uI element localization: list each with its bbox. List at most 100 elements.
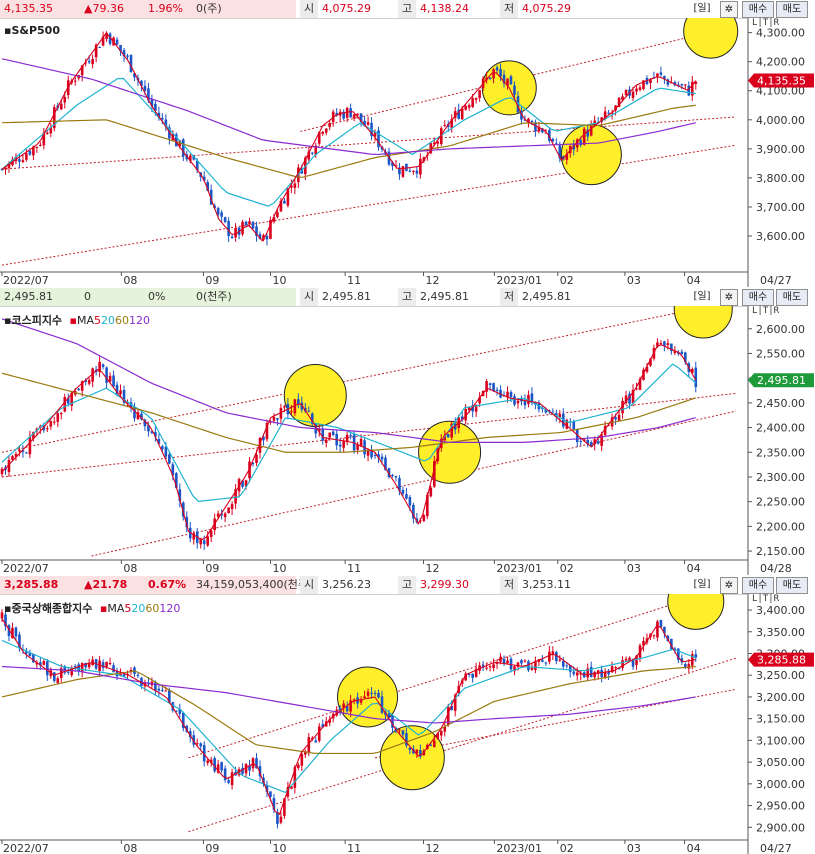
candle-body: [436, 141, 440, 144]
period-button[interactable]: [일]: [693, 291, 711, 302]
candle-body: [35, 662, 39, 665]
x-tick-label: 11: [347, 274, 361, 287]
candle-body: [164, 119, 168, 127]
scale-toggle[interactable]: L|T|R: [752, 594, 780, 604]
candle-body: [300, 753, 304, 766]
y-tick-label: 2,250.00: [756, 496, 805, 509]
candle-body: [119, 44, 122, 52]
ma120-line: [1, 58, 696, 156]
candle-body: [234, 227, 237, 238]
candle-body: [589, 666, 593, 678]
candle-body: [108, 663, 112, 665]
candle-body: [7, 162, 11, 169]
candle-body: [558, 414, 562, 418]
quote-pct: 1.96%: [148, 2, 183, 15]
settings-gear-icon[interactable]: ✲: [720, 1, 738, 18]
candle-body: [603, 111, 607, 118]
x-tick-label: 03: [627, 274, 641, 287]
candle-body: [178, 708, 182, 714]
x-tick-label: 11: [347, 562, 361, 575]
candle-body: [687, 663, 691, 669]
quote-high-label: 고: [398, 0, 416, 18]
candle-body: [555, 652, 558, 662]
candle-body: [380, 696, 384, 713]
ma-legend-item: 5: [124, 602, 132, 615]
candle-body: [91, 368, 94, 382]
candle-body: [509, 392, 513, 398]
candle-body: [276, 418, 279, 420]
settings-gear-icon[interactable]: ✲: [720, 289, 738, 306]
buy-button[interactable]: 매수: [742, 289, 774, 306]
x-tick-label: 04: [687, 562, 701, 575]
candle-body: [216, 513, 220, 517]
candle-body: [433, 740, 436, 748]
scale-toggle[interactable]: L|T|R: [752, 306, 780, 316]
candle-body: [101, 662, 105, 669]
candle-body: [635, 655, 638, 665]
candle-body: [530, 121, 534, 123]
candle-body: [443, 435, 447, 441]
candle-body: [534, 660, 537, 670]
candle-body: [199, 538, 203, 545]
chart-legend: ▪중국상해종합지수 ▪MA52060120: [4, 600, 180, 616]
candle-body: [670, 638, 673, 650]
scale-toggle[interactable]: L|T|R: [752, 18, 780, 28]
candle-body: [359, 699, 363, 703]
candle-body: [265, 422, 269, 440]
sell-button[interactable]: 매도: [776, 1, 808, 18]
candle-body: [495, 67, 499, 71]
candle-body: [223, 217, 227, 223]
candle-body: [87, 380, 91, 384]
candle-body: [488, 383, 492, 385]
candle-body: [286, 786, 290, 797]
candle-body: [555, 143, 558, 145]
candle-body: [140, 80, 143, 86]
candle-body: [541, 659, 544, 662]
candle-body: [161, 117, 164, 120]
candle-body: [366, 449, 370, 456]
candle-body: [408, 170, 412, 172]
candle-body: [255, 454, 258, 463]
ma5-line: [1, 618, 696, 816]
buy-button[interactable]: 매수: [742, 1, 774, 18]
candle-body: [59, 413, 63, 415]
candle-body: [46, 661, 49, 676]
buy-button[interactable]: 매수: [742, 577, 774, 594]
candle-body: [202, 540, 206, 544]
candle-body: [133, 406, 136, 419]
x-tick-label: 04: [687, 842, 701, 854]
candle-body: [502, 658, 506, 664]
x-tick-label: 12: [425, 274, 439, 287]
candle-body: [464, 409, 467, 421]
candle-body: [161, 690, 164, 692]
ma-legend: ▪MA52060120: [96, 602, 180, 615]
settings-gear-icon[interactable]: ✲: [720, 577, 738, 594]
x-tick-label: 10: [273, 842, 287, 854]
candle-body: [499, 69, 502, 77]
candle-body: [307, 410, 311, 412]
ma-legend-item: 20: [131, 602, 146, 615]
y-tick-label: 2,900.00: [756, 821, 805, 834]
candle-body: [589, 442, 593, 447]
candle-body: [471, 98, 474, 108]
quote-volume: 0(천주): [196, 290, 232, 303]
candle-body: [0, 168, 4, 170]
candle-body: [321, 428, 325, 441]
candle-body: [610, 112, 614, 114]
candle-body: [310, 152, 314, 154]
period-button[interactable]: [일]: [693, 579, 711, 590]
candle-body: [680, 351, 684, 355]
candle-body: [485, 667, 488, 669]
sell-button[interactable]: 매도: [776, 577, 808, 594]
candle-body: [523, 660, 527, 662]
candle-body: [32, 146, 35, 156]
candle-body: [258, 766, 262, 777]
x-tick-label: 08: [123, 274, 137, 287]
sell-button[interactable]: 매도: [776, 289, 808, 306]
candle-body: [680, 84, 684, 86]
candle-body: [331, 431, 335, 435]
chart-legend: ▪코스피지수 ▪MA52060120: [4, 312, 150, 328]
period-button[interactable]: [일]: [693, 3, 711, 14]
y-tick-label: 2,400.00: [756, 422, 805, 435]
candle-body: [579, 441, 583, 443]
